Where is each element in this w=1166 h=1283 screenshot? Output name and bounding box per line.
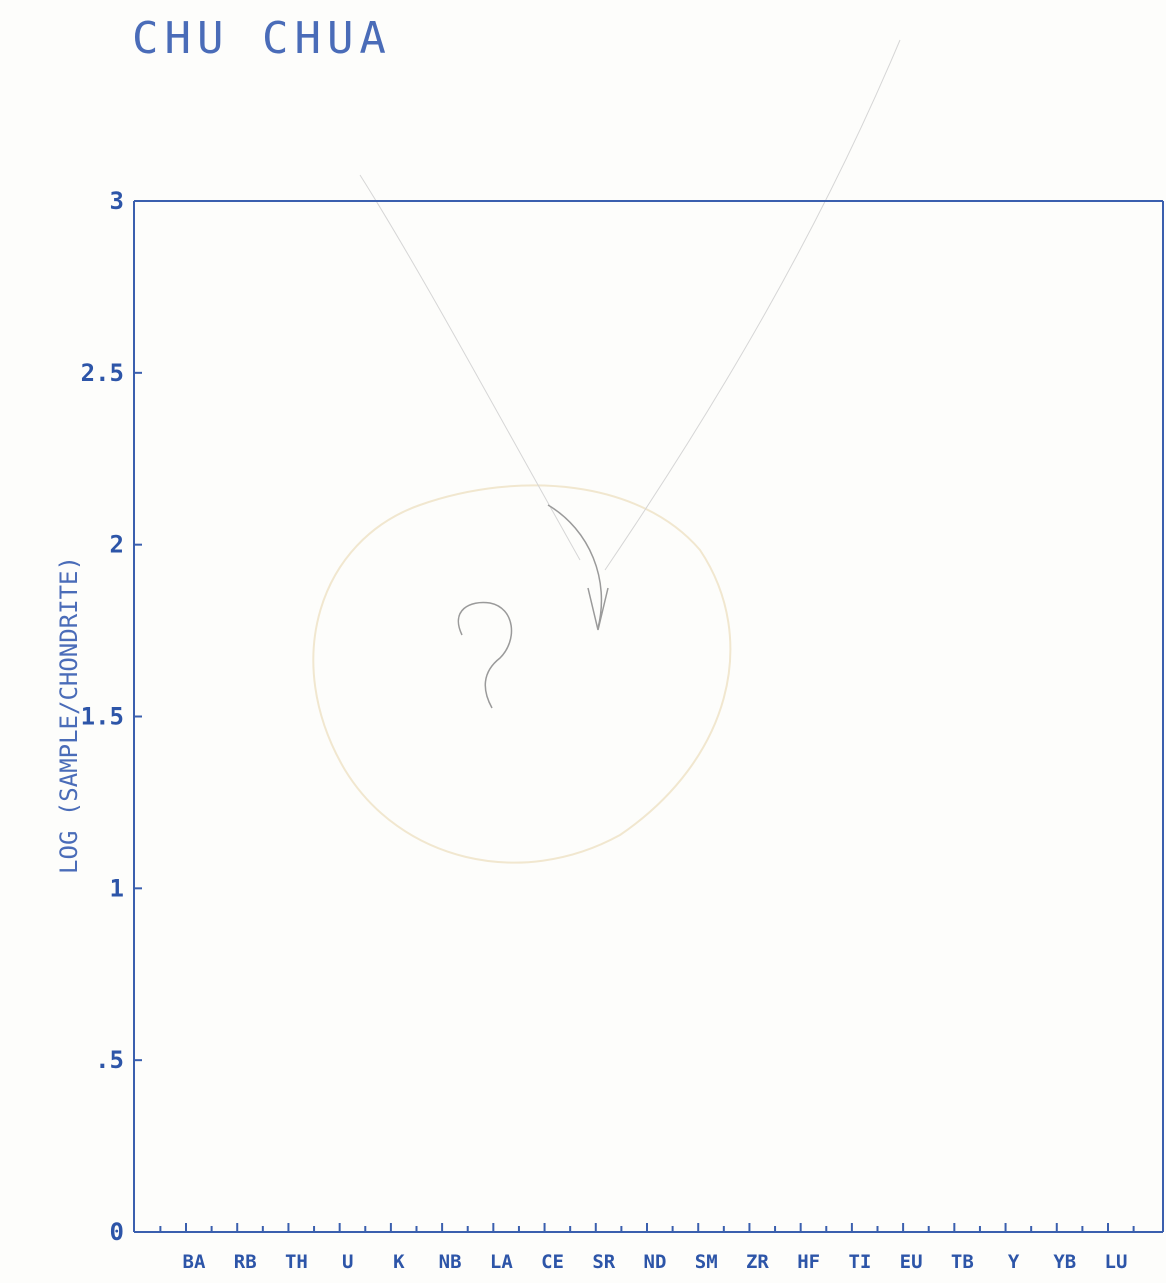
pencil-arrow-head <box>587 587 609 631</box>
x-tick-label: ZR <box>746 1251 769 1273</box>
x-tick-label: NB <box>439 1251 462 1273</box>
x-tick-label: SR <box>592 1251 615 1273</box>
x-tick-label: U <box>342 1251 353 1273</box>
coffee-ring-stain <box>312 484 732 864</box>
y-tick-label: 0 <box>110 1218 124 1246</box>
plot-frame <box>133 200 1164 1233</box>
x-tick-label: Y <box>1008 1251 1020 1273</box>
x-tick-label: TI <box>848 1251 871 1273</box>
x-tick-label: SM <box>695 1251 718 1273</box>
chart-title: CHU CHUA <box>132 13 392 64</box>
y-tick-label: 2 <box>110 531 124 559</box>
y-tick-label: 1 <box>110 874 124 902</box>
y-axis-ticks: 0 .5 1 1.5 2 2.5 3 <box>81 187 142 1246</box>
x-tick-label: LU <box>1105 1251 1128 1273</box>
pencil-arrow-stroke <box>547 504 603 629</box>
x-tick-label: HF <box>797 1251 820 1273</box>
y-tick-label: 2.5 <box>81 359 124 387</box>
y-tick-label: .5 <box>95 1046 124 1074</box>
x-tick-label: ND <box>644 1251 667 1273</box>
y-tick-label: 1.5 <box>81 703 124 731</box>
y-tick-label: 3 <box>110 187 124 215</box>
x-tick-label: LA <box>490 1251 513 1273</box>
y-axis-label: LOG (SAMPLE/CHONDRITE) <box>55 556 83 874</box>
x-tick-label: TB <box>951 1251 974 1273</box>
x-tick-label: K <box>393 1251 405 1273</box>
x-tick-label: TH <box>285 1251 308 1273</box>
x-tick-label: CE <box>541 1251 564 1273</box>
pencil-line-right <box>604 39 901 571</box>
question-mark-icon <box>457 601 513 709</box>
paper-marks <box>312 39 901 864</box>
x-tick-label: RB <box>234 1251 257 1273</box>
x-axis-ticks: BA RB TH U K NB LA CE SR ND SM ZR HF TI EU TB Y YB LU <box>159 1223 1135 1273</box>
pencil-line-left <box>359 174 581 561</box>
x-tick-label: BA <box>183 1251 206 1273</box>
x-tick-label: YB <box>1053 1251 1076 1273</box>
x-tick-label: EU <box>900 1251 923 1273</box>
